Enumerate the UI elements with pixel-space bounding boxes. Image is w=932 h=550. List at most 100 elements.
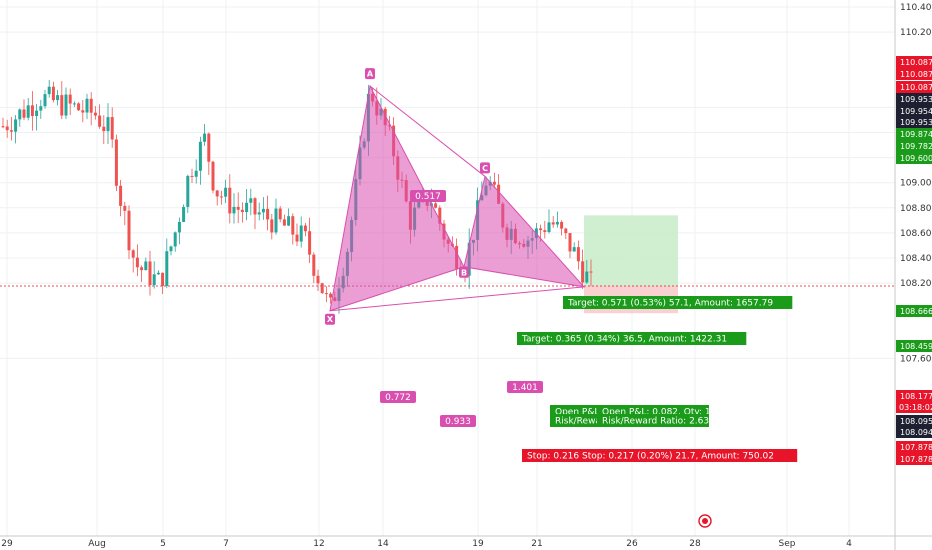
y-tick-label: 107.600 (900, 354, 932, 364)
price-tag: 110.087 (896, 56, 932, 68)
svg-text:107.878: 107.878 (900, 455, 932, 464)
candle (274, 198, 278, 235)
x-tick-label: 28 (689, 539, 701, 549)
candle (203, 123, 207, 146)
svg-text:107.878: 107.878 (900, 443, 932, 452)
price-tag: 108.666 (896, 305, 932, 317)
candle (43, 89, 47, 109)
candle (270, 213, 274, 240)
svg-text:108.094: 108.094 (900, 428, 932, 437)
svg-text:109.600: 109.600 (900, 154, 932, 163)
candle (547, 209, 551, 234)
target-label-2: Target: 0.365 (0.34%) 36.5, Amount: 1422… (517, 332, 747, 345)
price-tag: 109.953 (896, 116, 932, 128)
svg-text:108.459: 108.459 (900, 342, 932, 351)
price-tag: 109.600 (896, 152, 932, 164)
candle (131, 248, 135, 273)
candle (165, 238, 169, 289)
candle (127, 205, 131, 260)
y-tick-label: 108.600 (900, 229, 932, 239)
svg-text:108.666: 108.666 (900, 307, 932, 316)
candle (329, 292, 333, 304)
candle (249, 188, 253, 216)
candle (303, 222, 307, 237)
candle (140, 265, 144, 283)
svg-text:Open P&L: 0: Open P&L: 0 (555, 408, 611, 418)
pattern-xd-line (329, 286, 585, 312)
candle (299, 216, 303, 248)
candle (152, 261, 156, 289)
time-axis[interactable]: 29 Aug 5 7 12 14 19 21 26 28 Sep 4 (1, 539, 852, 549)
candle (102, 115, 106, 144)
stop-label: Stop: 0.216 Stop: 0.217 (0.20%) 21.7, Am… (522, 449, 798, 462)
price-tag: 109.953 (896, 93, 932, 105)
price-tag: 108.094 (896, 426, 932, 438)
risk-reward-label-1: Risk/Reward Ratio: 2.63 (597, 414, 709, 427)
y-tick-label: 108.400 (900, 254, 932, 264)
candle (93, 106, 97, 120)
candle (110, 107, 114, 148)
target-zone (584, 215, 678, 286)
candle (320, 282, 324, 294)
y-tick-label: 110.400 (900, 3, 932, 13)
candle (68, 88, 72, 115)
svg-text:0.772: 0.772 (385, 393, 411, 403)
candle (316, 269, 320, 291)
svg-text:Risk/Reward: Risk/Reward (555, 417, 610, 427)
svg-text:110.087: 110.087 (900, 83, 932, 92)
y-tick-label: 110.200 (900, 28, 932, 38)
candle (123, 201, 127, 226)
price-tag: 108.177 (896, 390, 932, 402)
pattern-point-x: X (325, 313, 335, 325)
candle (211, 160, 215, 194)
candle (581, 249, 585, 289)
candle (308, 217, 312, 264)
pattern-ac-line (369, 85, 486, 177)
candle (207, 132, 211, 176)
candle (190, 168, 194, 184)
price-tag: 107.878 (896, 453, 932, 465)
x-tick-label: Sep (779, 539, 796, 549)
price-tag: 109.782 (896, 140, 932, 152)
candle (51, 81, 55, 103)
price-tag: 109.954 (896, 105, 932, 117)
settings-icon[interactable] (698, 514, 712, 528)
candle (232, 193, 236, 224)
candle (560, 220, 564, 236)
x-tick-label: 21 (531, 539, 542, 549)
svg-text:108.095: 108.095 (900, 417, 932, 426)
x-tick-label: 5 (160, 539, 166, 549)
grid (0, 0, 895, 536)
candle (1, 117, 5, 129)
svg-text:B: B (461, 268, 467, 277)
candle (186, 174, 190, 214)
x-tick-label: Aug (88, 539, 106, 549)
svg-text:0.933: 0.933 (445, 417, 471, 427)
target-label-1: Target: 0.571 (0.53%) 57.1, Amount: 1657… (563, 296, 793, 309)
candle (9, 116, 13, 141)
candle (585, 259, 589, 284)
price-tag: 110.087 (896, 68, 932, 80)
candle (60, 81, 64, 120)
candle (257, 202, 261, 221)
svg-text:Target: 0.571 (0.53%) 57.1, Am: Target: 0.571 (0.53%) 57.1, Amount: 1657… (567, 299, 773, 309)
risk-reward-label-2: Risk/Reward (550, 414, 610, 427)
candle (182, 204, 186, 222)
svg-text:C: C (482, 164, 488, 173)
candle (492, 172, 496, 187)
pattern-ratio: 1.401 (507, 381, 543, 393)
annotations: A X B C 0.517 0.772 1.401 0.933 Target: 0.571 (0… (325, 68, 798, 462)
candle (564, 227, 568, 240)
candle (295, 223, 299, 247)
candle (173, 231, 177, 252)
svg-text:0.517: 0.517 (415, 192, 441, 202)
candle (324, 286, 328, 303)
pattern-ratio: 0.772 (380, 391, 416, 403)
price-tag: 108.459 (896, 340, 932, 352)
svg-text:Risk/Reward Ratio: 2.63: Risk/Reward Ratio: 2.63 (602, 417, 709, 427)
candle (156, 270, 160, 275)
svg-text:A: A (367, 70, 374, 79)
candle (161, 272, 165, 295)
